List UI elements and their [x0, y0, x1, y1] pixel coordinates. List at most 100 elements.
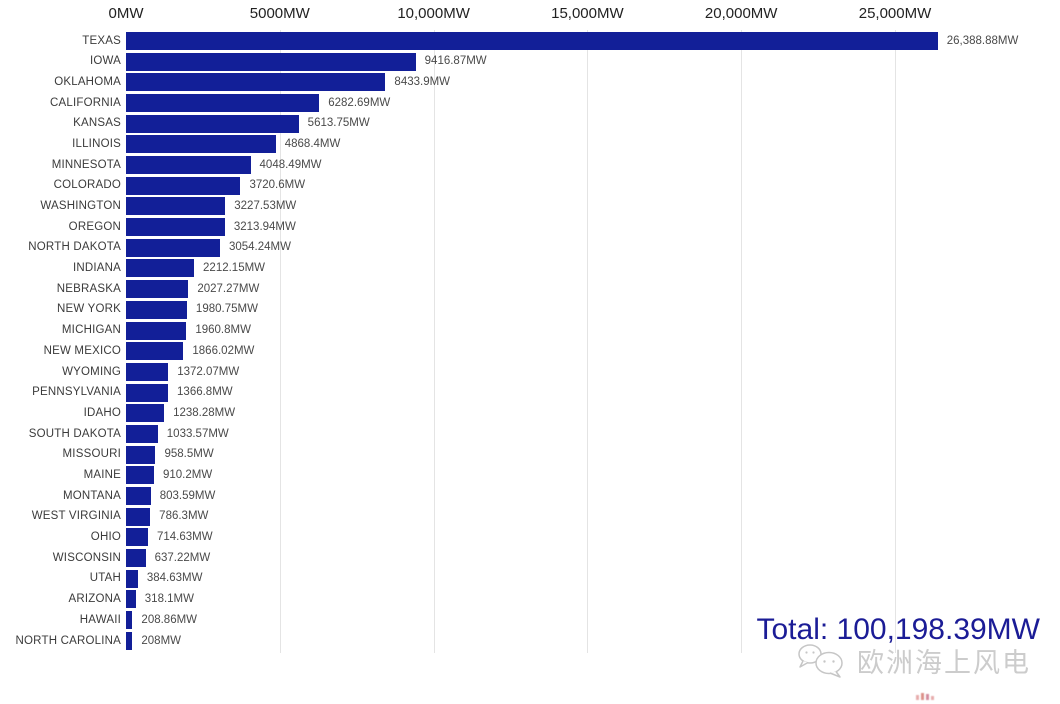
value-label: 1372.07MW — [177, 365, 240, 378]
x-axis-tick: 10,000MW — [397, 5, 470, 22]
state-label: COLORADO — [53, 179, 121, 192]
bar[interactable] — [126, 259, 195, 278]
bar[interactable] — [126, 52, 416, 71]
value-label: 3213.94MW — [233, 220, 296, 233]
bar[interactable] — [126, 383, 169, 402]
gridline — [434, 30, 435, 653]
value-label: 803.59MW — [159, 489, 216, 502]
state-label: INDIANA — [72, 262, 121, 275]
bar[interactable] — [126, 218, 225, 237]
bar[interactable] — [126, 445, 156, 464]
bar[interactable] — [126, 466, 154, 485]
state-label: NEBRASKA — [56, 282, 121, 295]
bar[interactable] — [126, 404, 165, 423]
value-label: 6282.69MW — [328, 96, 391, 109]
bar[interactable] — [126, 280, 189, 299]
state-label: WASHINGTON — [40, 200, 121, 213]
bar[interactable] — [126, 549, 146, 568]
value-label: 26,388.88MW — [946, 34, 1019, 47]
value-label: 1960.8MW — [195, 324, 251, 337]
bar[interactable] — [126, 238, 220, 257]
wechat-icon — [798, 643, 843, 678]
state-label: NEW MEXICO — [43, 344, 121, 357]
watermark: 欧洲海上风电 — [797, 641, 1031, 680]
value-label: 1033.57MW — [166, 427, 229, 440]
gridline — [280, 30, 281, 653]
state-label: OREGON — [68, 220, 121, 233]
value-label: 2212.15MW — [203, 262, 266, 275]
bar[interactable] — [126, 507, 151, 526]
state-label: MINNESOTA — [51, 158, 121, 171]
value-label: 1980.75MW — [195, 303, 258, 316]
state-label: ILLINOIS — [72, 137, 121, 150]
state-label: UTAH — [89, 572, 121, 585]
gridline — [895, 30, 896, 653]
value-label: 318.1MW — [144, 593, 194, 606]
state-label: SOUTH DAKOTA — [28, 427, 121, 440]
bar[interactable] — [126, 362, 169, 381]
value-label: 208MW — [141, 634, 182, 647]
cropped-logo-fragment — [916, 690, 938, 700]
bar[interactable] — [126, 342, 184, 361]
bar[interactable] — [126, 135, 276, 154]
state-label: NORTH DAKOTA — [28, 241, 121, 254]
state-label: PENNSYLVANIA — [32, 386, 121, 399]
bar[interactable] — [126, 487, 151, 506]
value-label: 208.86MW — [141, 613, 198, 626]
bar[interactable] — [126, 73, 386, 92]
state-label: ARIZONA — [68, 593, 121, 606]
state-label: OHIO — [90, 531, 121, 544]
bar[interactable] — [126, 31, 938, 50]
bar[interactable] — [126, 155, 251, 174]
bar[interactable] — [126, 631, 133, 650]
bar[interactable] — [126, 611, 133, 630]
gridline — [741, 30, 742, 653]
value-label: 1238.28MW — [173, 406, 236, 419]
value-label: 714.63MW — [156, 531, 213, 544]
bar[interactable] — [126, 114, 299, 133]
bar[interactable] — [126, 424, 158, 443]
value-label: 4868.4MW — [284, 137, 341, 150]
value-label: 3054.24MW — [228, 241, 291, 254]
state-label: WEST VIRGINIA — [31, 510, 121, 523]
state-label: NEW YORK — [56, 303, 121, 316]
state-label: MAINE — [83, 468, 121, 481]
value-label: 637.22MW — [154, 551, 211, 564]
value-label: 5613.75MW — [307, 117, 370, 130]
bar[interactable] — [126, 176, 241, 195]
state-label: OKLAHOMA — [54, 75, 121, 88]
bar[interactable] — [126, 197, 226, 216]
state-label: MONTANA — [62, 489, 121, 502]
x-axis-tick: 20,000MW — [704, 5, 778, 22]
value-label: 958.5MW — [164, 448, 214, 461]
x-axis-tick: 5000MW — [249, 5, 310, 22]
value-label: 910.2MW — [162, 468, 213, 481]
watermark-text: 欧洲海上风电 — [857, 648, 1031, 678]
total-label: Total: 100,198.39MW — [756, 613, 1041, 646]
state-label: MICHIGAN — [61, 324, 121, 337]
value-label: 9416.87MW — [424, 55, 487, 68]
value-label: 1866.02MW — [192, 344, 255, 357]
x-axis-tick: 0MW — [108, 5, 144, 22]
bar[interactable] — [126, 569, 138, 588]
bar[interactable] — [126, 300, 187, 319]
bar[interactable] — [126, 321, 187, 340]
state-label: KANSAS — [73, 117, 121, 130]
state-label: NORTH CAROLINA — [15, 634, 121, 647]
bar[interactable] — [126, 528, 148, 547]
value-label: 2027.27MW — [197, 282, 260, 295]
bar[interactable] — [126, 93, 320, 112]
value-label: 3720.6MW — [249, 179, 306, 192]
value-label: 1366.8MW — [177, 386, 233, 399]
state-label: MISSOURI — [62, 448, 121, 461]
value-label: 4048.49MW — [259, 158, 322, 171]
state-label: CALIFORNIA — [49, 96, 121, 109]
x-axis-tick: 25,000MW — [858, 5, 932, 22]
bar[interactable] — [126, 590, 136, 609]
state-label: WYOMING — [62, 365, 121, 378]
x-axis-tick: 15,000MW — [551, 5, 624, 22]
state-label: TEXAS — [82, 34, 121, 47]
value-label: 3227.53MW — [234, 200, 297, 213]
state-label: IDAHO — [83, 406, 121, 419]
